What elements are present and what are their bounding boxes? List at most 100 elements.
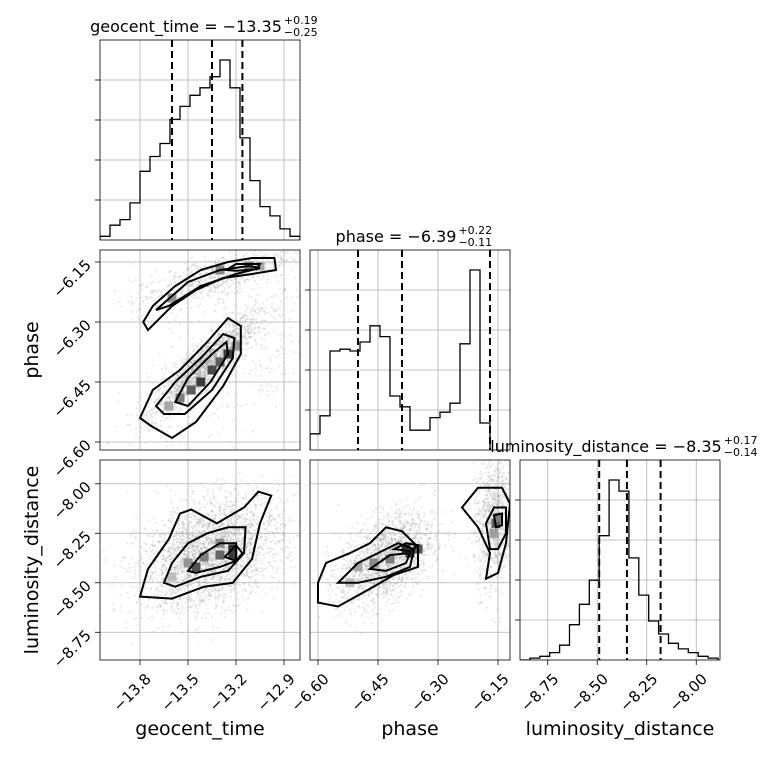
sample-point	[256, 548, 259, 551]
sample-point	[280, 314, 283, 317]
sample-point	[283, 298, 286, 301]
sample-point	[210, 564, 214, 567]
sample-point	[148, 429, 151, 432]
sample-point	[212, 575, 215, 578]
sample-point	[268, 534, 271, 537]
sample-point	[251, 335, 254, 338]
sample-point	[243, 279, 246, 282]
sample-point	[210, 556, 213, 559]
sample-point	[238, 442, 241, 445]
sample-point	[159, 419, 162, 422]
sample-point	[160, 423, 163, 426]
sample-point	[136, 601, 139, 604]
sample-point	[258, 552, 261, 555]
sample-point	[227, 534, 230, 537]
sample-point	[275, 526, 278, 530]
sample-point	[173, 390, 176, 393]
sample-point	[327, 264, 329, 266]
sample-point	[162, 625, 165, 629]
sample-point	[187, 545, 191, 549]
sample-point	[201, 370, 204, 373]
sample-point	[203, 365, 206, 368]
sample-point	[241, 320, 244, 323]
sample-point	[191, 358, 194, 361]
sample-point	[197, 544, 200, 547]
sample-point	[332, 241, 334, 243]
sample-point	[182, 293, 186, 296]
sample-point	[209, 324, 212, 327]
sample-point	[173, 469, 175, 471]
sample-point	[212, 354, 215, 357]
sample-point	[154, 589, 157, 592]
sample-point	[248, 511, 251, 514]
sample-point	[236, 512, 239, 515]
sample-point	[284, 288, 287, 291]
sample-point	[185, 531, 188, 534]
sample-point	[259, 537, 262, 540]
sample-point	[207, 537, 210, 540]
sample-point	[245, 326, 248, 329]
sample-point	[251, 315, 254, 318]
sample-point	[190, 516, 193, 519]
sample-point	[225, 331, 228, 334]
sample-point	[211, 527, 214, 530]
sample-point	[124, 555, 127, 558]
sample-point	[210, 328, 213, 331]
sample-point	[389, 211, 391, 213]
sample-point	[189, 379, 192, 383]
sample-point	[219, 275, 223, 278]
sample-point	[201, 563, 204, 566]
sample-point	[210, 550, 213, 554]
sample-point	[209, 539, 212, 542]
sample-point	[231, 446, 235, 449]
sample-point	[211, 564, 214, 567]
sample-point	[140, 288, 143, 291]
sample-point	[220, 284, 223, 287]
sample-point	[200, 291, 203, 295]
sample-point	[301, 280, 303, 282]
sample-point	[201, 581, 204, 585]
sample-point	[190, 353, 193, 356]
sample-point	[198, 370, 201, 373]
sample-point	[199, 350, 203, 353]
sample-point	[201, 549, 204, 553]
sample-point	[212, 580, 215, 583]
sample-point	[202, 563, 206, 566]
sample-point	[179, 517, 182, 520]
sample-point	[212, 348, 215, 351]
sample-point	[176, 564, 179, 567]
sample-point	[136, 401, 139, 404]
sample-point	[191, 418, 194, 421]
sample-point	[239, 540, 242, 543]
sample-point	[166, 410, 169, 413]
sample-point	[167, 284, 170, 287]
sample-point	[173, 386, 177, 389]
sample-point	[179, 535, 182, 538]
sample-point	[233, 329, 236, 332]
sample-point	[249, 526, 252, 529]
sample-point	[157, 295, 161, 298]
sample-point	[220, 348, 223, 351]
sample-point	[171, 371, 174, 374]
sample-point	[247, 598, 250, 601]
sample-point	[236, 285, 239, 288]
sample-point	[171, 552, 174, 555]
sample-point	[172, 591, 175, 594]
sample-point	[203, 357, 206, 360]
sample-point	[180, 532, 183, 535]
sample-point	[243, 327, 246, 330]
sample-point	[270, 540, 273, 543]
sample-point	[264, 313, 267, 316]
sample-point	[283, 526, 286, 529]
sample-point	[212, 548, 216, 551]
panel-frame-phase-vs-geocent_time	[99, 249, 301, 451]
sample-point	[125, 620, 128, 624]
sample-point	[211, 541, 214, 544]
sample-point	[172, 566, 175, 570]
sample-point	[210, 363, 213, 366]
density-cell	[167, 293, 177, 303]
sample-point	[239, 543, 242, 547]
sample-point	[265, 332, 268, 336]
sample-point	[228, 491, 231, 495]
sample-point	[247, 341, 250, 344]
